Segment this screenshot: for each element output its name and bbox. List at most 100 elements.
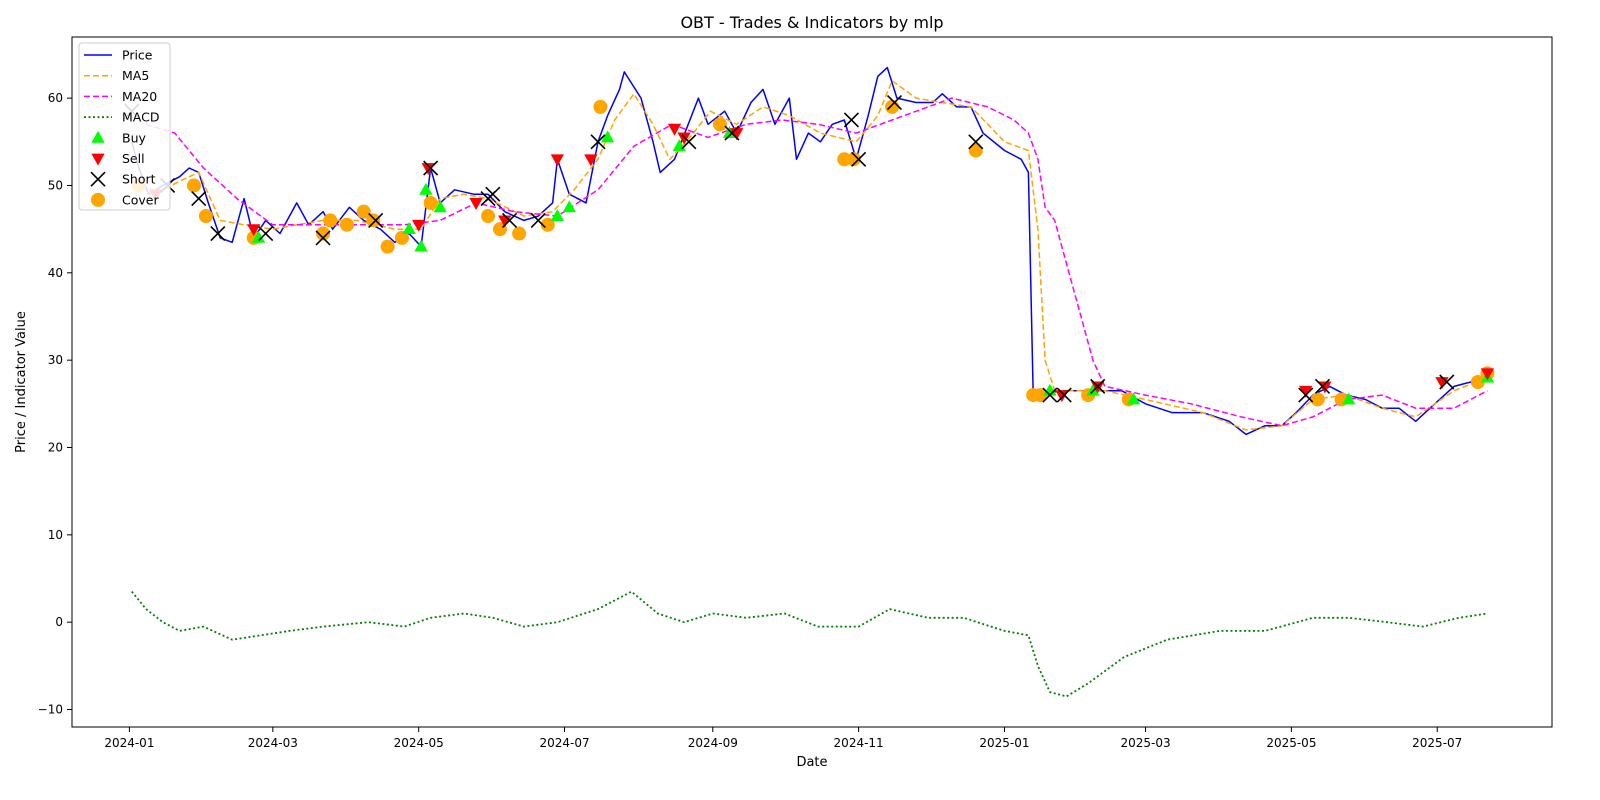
legend-label: MA5 (122, 68, 149, 83)
cover-marker (1033, 388, 1048, 403)
legend-item-price: Price (84, 48, 153, 63)
buy-marker (419, 182, 433, 195)
short-marker (530, 212, 546, 228)
y-tick-label: 40 (48, 266, 63, 280)
sell-marker (667, 123, 682, 136)
series-ma5-line (131, 79, 1488, 431)
x-tick-label: 2024-11 (834, 736, 884, 750)
x-tick-label: 2025-05 (1266, 736, 1316, 750)
short-marker (191, 191, 207, 207)
sell-marker (247, 224, 261, 237)
cover-marker (339, 217, 354, 232)
cover-marker (323, 213, 338, 228)
legend-item-ma20: MA20 (84, 89, 157, 104)
cover-marker (1470, 375, 1485, 389)
cover-marker (1310, 392, 1325, 407)
x-tick-label: 2024-07 (539, 736, 589, 750)
y-tick-label: 20 (48, 441, 63, 455)
legend-label: Short (122, 172, 156, 187)
cover-marker (481, 209, 496, 224)
cover-marker (540, 217, 555, 232)
legend-item-sell: Sell (91, 151, 145, 166)
x-tick-label: 2024-03 (248, 736, 298, 750)
short-marker (368, 212, 384, 228)
short-marker (590, 134, 606, 150)
y-tick-label: 50 (48, 178, 63, 192)
short-marker (1042, 387, 1058, 403)
marker-layer (124, 94, 1495, 407)
cover-marker (846, 152, 861, 167)
cover-marker (968, 143, 983, 158)
x-tick-label: 2025-03 (1120, 736, 1170, 750)
series-price-line (131, 66, 1488, 436)
cover-marker (186, 178, 201, 193)
y-tick-label: 30 (48, 353, 63, 367)
cover-marker (885, 99, 900, 114)
sell-marker (469, 198, 483, 210)
short-marker (843, 112, 860, 128)
cover-marker (837, 152, 852, 167)
chart-title: OBT - Trades & Indicators by mlp (680, 13, 943, 32)
x-tick-label: 2025-01 (979, 736, 1029, 750)
legend-swatch (91, 192, 105, 207)
short-marker (1439, 374, 1455, 390)
legend-swatch (91, 130, 105, 143)
short-marker (1090, 378, 1106, 394)
cover-marker (394, 230, 409, 245)
buy-marker (1086, 383, 1100, 396)
legend-swatch (91, 153, 105, 166)
legend-item-cover: Cover (91, 192, 159, 207)
buy-marker (600, 130, 615, 143)
buy-marker (402, 222, 416, 235)
legend-item-macd: MACD (84, 110, 159, 125)
short-marker (724, 125, 740, 141)
legend-swatch (90, 171, 106, 187)
short-marker (851, 151, 867, 167)
cover-marker (356, 204, 371, 219)
legend-label: MA20 (122, 89, 157, 104)
y-tick-label: 60 (48, 91, 63, 105)
legend-item-short: Short (90, 171, 156, 187)
y-axis-label: Price / Indicator Value (14, 311, 29, 453)
short-marker (258, 225, 274, 242)
legend: Price MA5 MA20 MACD Buy Sell Short Cover (78, 42, 171, 211)
short-marker (485, 186, 501, 202)
short-marker (501, 212, 518, 228)
cover-marker (423, 195, 438, 210)
cover-marker (198, 209, 213, 224)
cover-marker (593, 99, 608, 114)
buy-marker (1126, 392, 1141, 405)
short-marker (210, 225, 226, 242)
x-axis-label: Date (796, 755, 827, 770)
x-axis: 2024-01 2024-03 2024-05 2024-07 2024-09 2024-… (104, 727, 1462, 750)
plot-frame (71, 36, 1553, 728)
x-tick-label: 2024-05 (394, 736, 444, 750)
sell-marker (1480, 368, 1495, 381)
buy-marker (562, 200, 576, 213)
legend-item-buy: Buy (91, 130, 146, 145)
y-axis: −10 0 10 20 30 40 50 60 (38, 91, 72, 717)
short-marker (1314, 378, 1331, 394)
sell-marker (1299, 385, 1313, 398)
sell-marker (412, 219, 426, 232)
cover-marker (512, 226, 527, 241)
short-marker (1298, 387, 1314, 403)
cover-marker (316, 226, 331, 241)
short-marker (1056, 387, 1072, 403)
cover-marker (380, 239, 395, 254)
buy-marker (251, 230, 266, 243)
legend-label: Sell (122, 151, 145, 166)
sell-marker (550, 154, 565, 167)
y-tick-label: 10 (48, 528, 63, 542)
buy-marker (414, 239, 428, 252)
legend-item-ma5: MA5 (84, 68, 149, 83)
x-tick-label: 2025-07 (1412, 736, 1462, 750)
y-tick-label: 0 (55, 615, 63, 629)
x-tick-label: 2024-09 (688, 736, 738, 750)
series-ma20-line (145, 97, 1488, 427)
cover-marker (712, 117, 727, 132)
short-marker (423, 160, 439, 176)
sell-marker (584, 154, 598, 167)
